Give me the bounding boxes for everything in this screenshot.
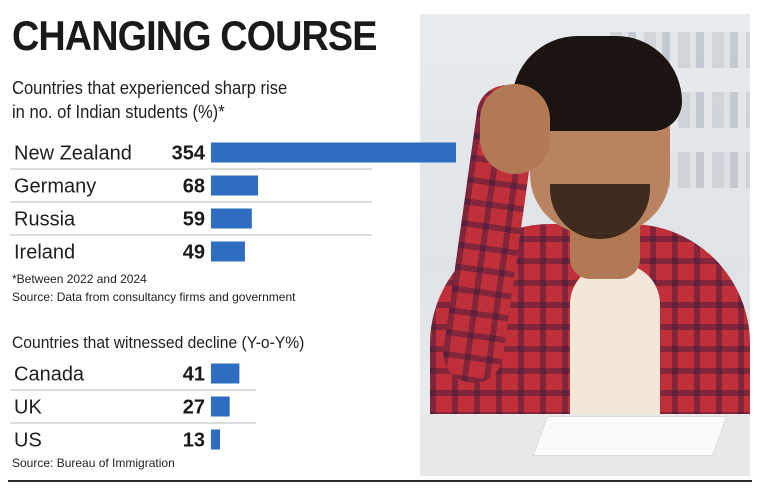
chart-2-source: Source: Bureau of Immigration [12,456,175,470]
chart-1-title: Countries that experienced sharp rise in… [12,76,287,124]
student-photo [420,14,750,476]
value-label: 354 [172,143,206,165]
value-label: 27 [183,397,205,419]
chart-1-title-line-2: in no. of Indian students (%)* [12,102,225,122]
category-label: US [14,430,42,452]
bar [211,363,240,384]
bar [211,241,245,262]
bar [211,175,259,196]
bottom-rule [8,480,752,482]
category-label: Russia [14,209,76,231]
bar [211,396,230,417]
category-label: Germany [14,176,96,198]
value-label: 41 [183,364,205,386]
bar [211,208,252,229]
category-label: Ireland [14,242,75,264]
chart-2-title: Countries that witnessed decline (Y-o-Y%… [12,333,305,352]
chart-1-footnote: *Between 2022 and 2024 [12,272,147,286]
value-label: 13 [183,430,205,452]
value-label: 68 [183,176,205,198]
chart-1-title-line-1: Countries that experienced sharp rise [12,78,288,98]
chart-1-source: Source: Data from consultancy firms and … [12,290,296,304]
value-label: 49 [183,242,205,264]
category-label: UK [14,397,42,419]
category-label: New Zealand [14,143,132,165]
category-label: Canada [14,364,85,386]
value-label: 59 [183,209,205,231]
headline: CHANGING COURSE [12,12,377,59]
bar [211,142,456,163]
bar [211,429,220,450]
student-hand [480,84,550,174]
